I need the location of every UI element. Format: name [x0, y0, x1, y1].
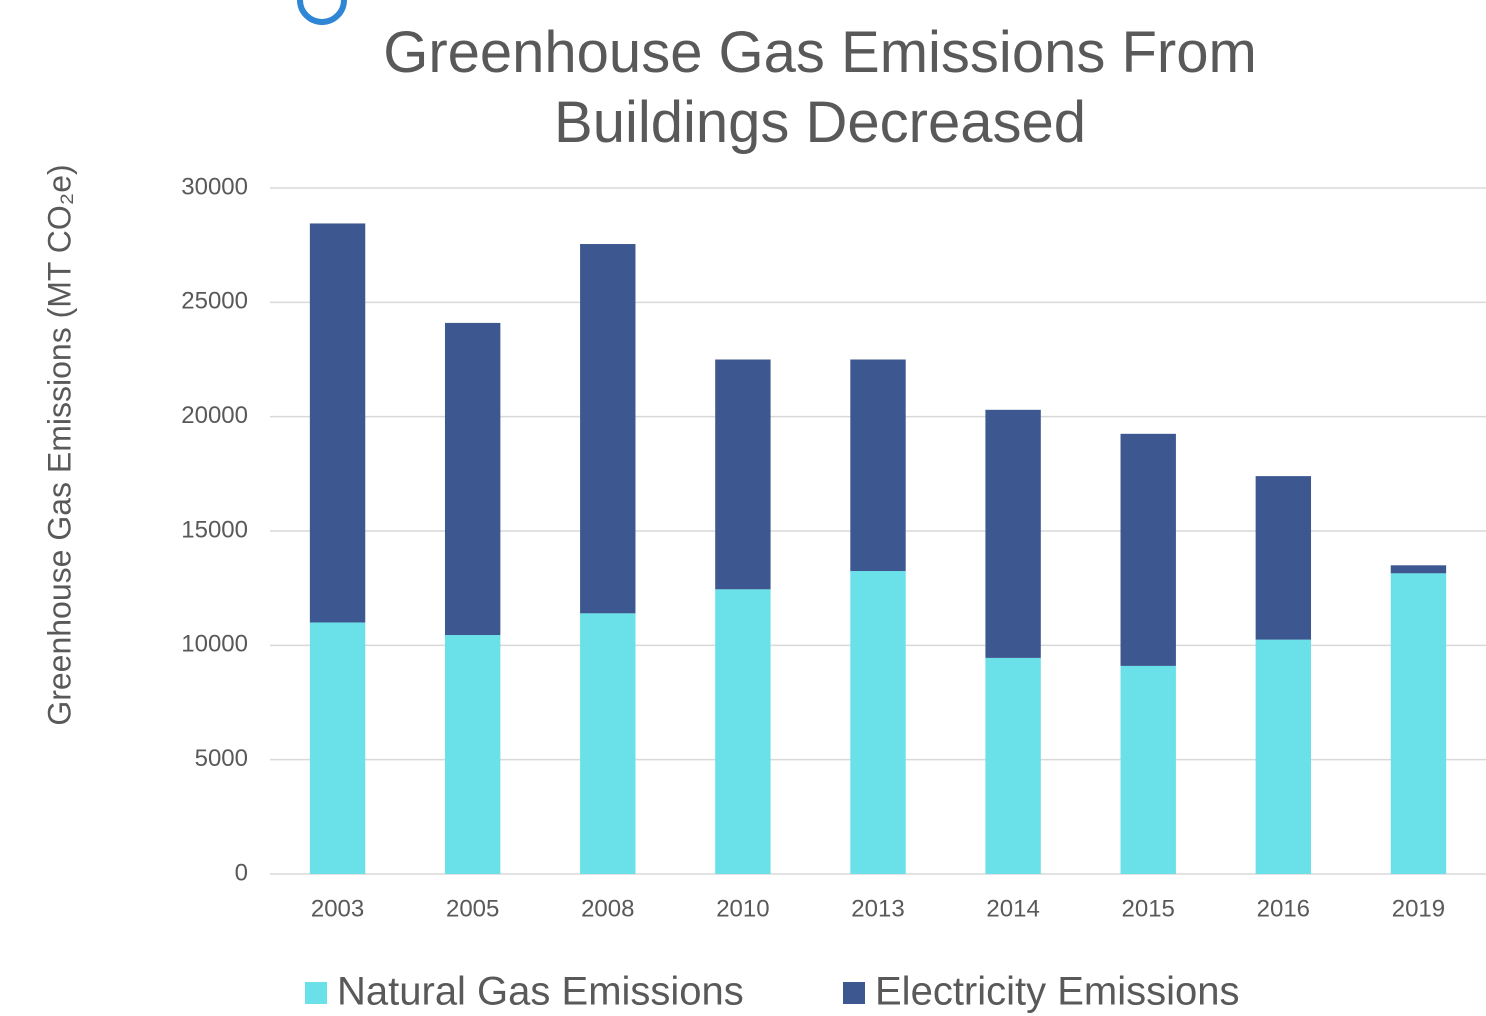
y-tick-label: 10000 — [181, 631, 248, 658]
legend-swatch — [843, 982, 865, 1004]
bar-segment — [444, 635, 501, 874]
bar-segment — [1120, 433, 1176, 666]
bar-segment — [309, 223, 366, 623]
bar-segment — [1255, 476, 1312, 640]
logo-arc — [297, 0, 347, 25]
x-tick-label: 2019 — [1392, 895, 1445, 922]
y-tick-label: 25000 — [181, 288, 248, 315]
bar-segment — [985, 409, 1041, 658]
bar-segment — [1255, 639, 1312, 874]
x-tick-label: 2013 — [851, 895, 904, 922]
x-tick-label: 2005 — [446, 895, 499, 922]
bar-segment — [985, 657, 1041, 874]
y-tick-label: 30000 — [181, 173, 248, 200]
y-tick-label: 15000 — [181, 516, 248, 543]
x-tick-label: 2016 — [1257, 895, 1310, 922]
bar-segment — [309, 622, 366, 874]
bar-segment — [444, 322, 501, 636]
y-axis-label: Greenhouse Gas Emissions (MT CO₂e) — [41, 164, 77, 725]
bar-segment — [715, 359, 771, 590]
legend-label: Electricity Emissions — [875, 970, 1240, 1014]
chart-title: Greenhouse Gas Emissions From Buildings … — [383, 20, 1257, 155]
x-tick-label: 2015 — [1122, 895, 1175, 922]
bar-segment — [1390, 565, 1447, 574]
x-tick-label: 2003 — [311, 895, 364, 922]
x-tick-label: 2010 — [716, 895, 769, 922]
bar-segment — [580, 613, 636, 874]
bar-segment — [715, 589, 771, 874]
y-tick-label: 5000 — [195, 745, 248, 772]
bar-segment — [850, 359, 906, 572]
y-tick-label: 20000 — [181, 402, 248, 429]
bar-segment — [580, 244, 636, 614]
y-tick-label: 0 — [235, 859, 248, 886]
x-tick-label: 2014 — [986, 895, 1039, 922]
legend-label: Natural Gas Emissions — [337, 970, 744, 1014]
bar-segment — [850, 571, 906, 874]
bar-segment — [1120, 665, 1176, 874]
bar-segment — [1390, 573, 1447, 874]
x-tick-label: 2008 — [581, 895, 634, 922]
legend-swatch — [305, 982, 327, 1004]
